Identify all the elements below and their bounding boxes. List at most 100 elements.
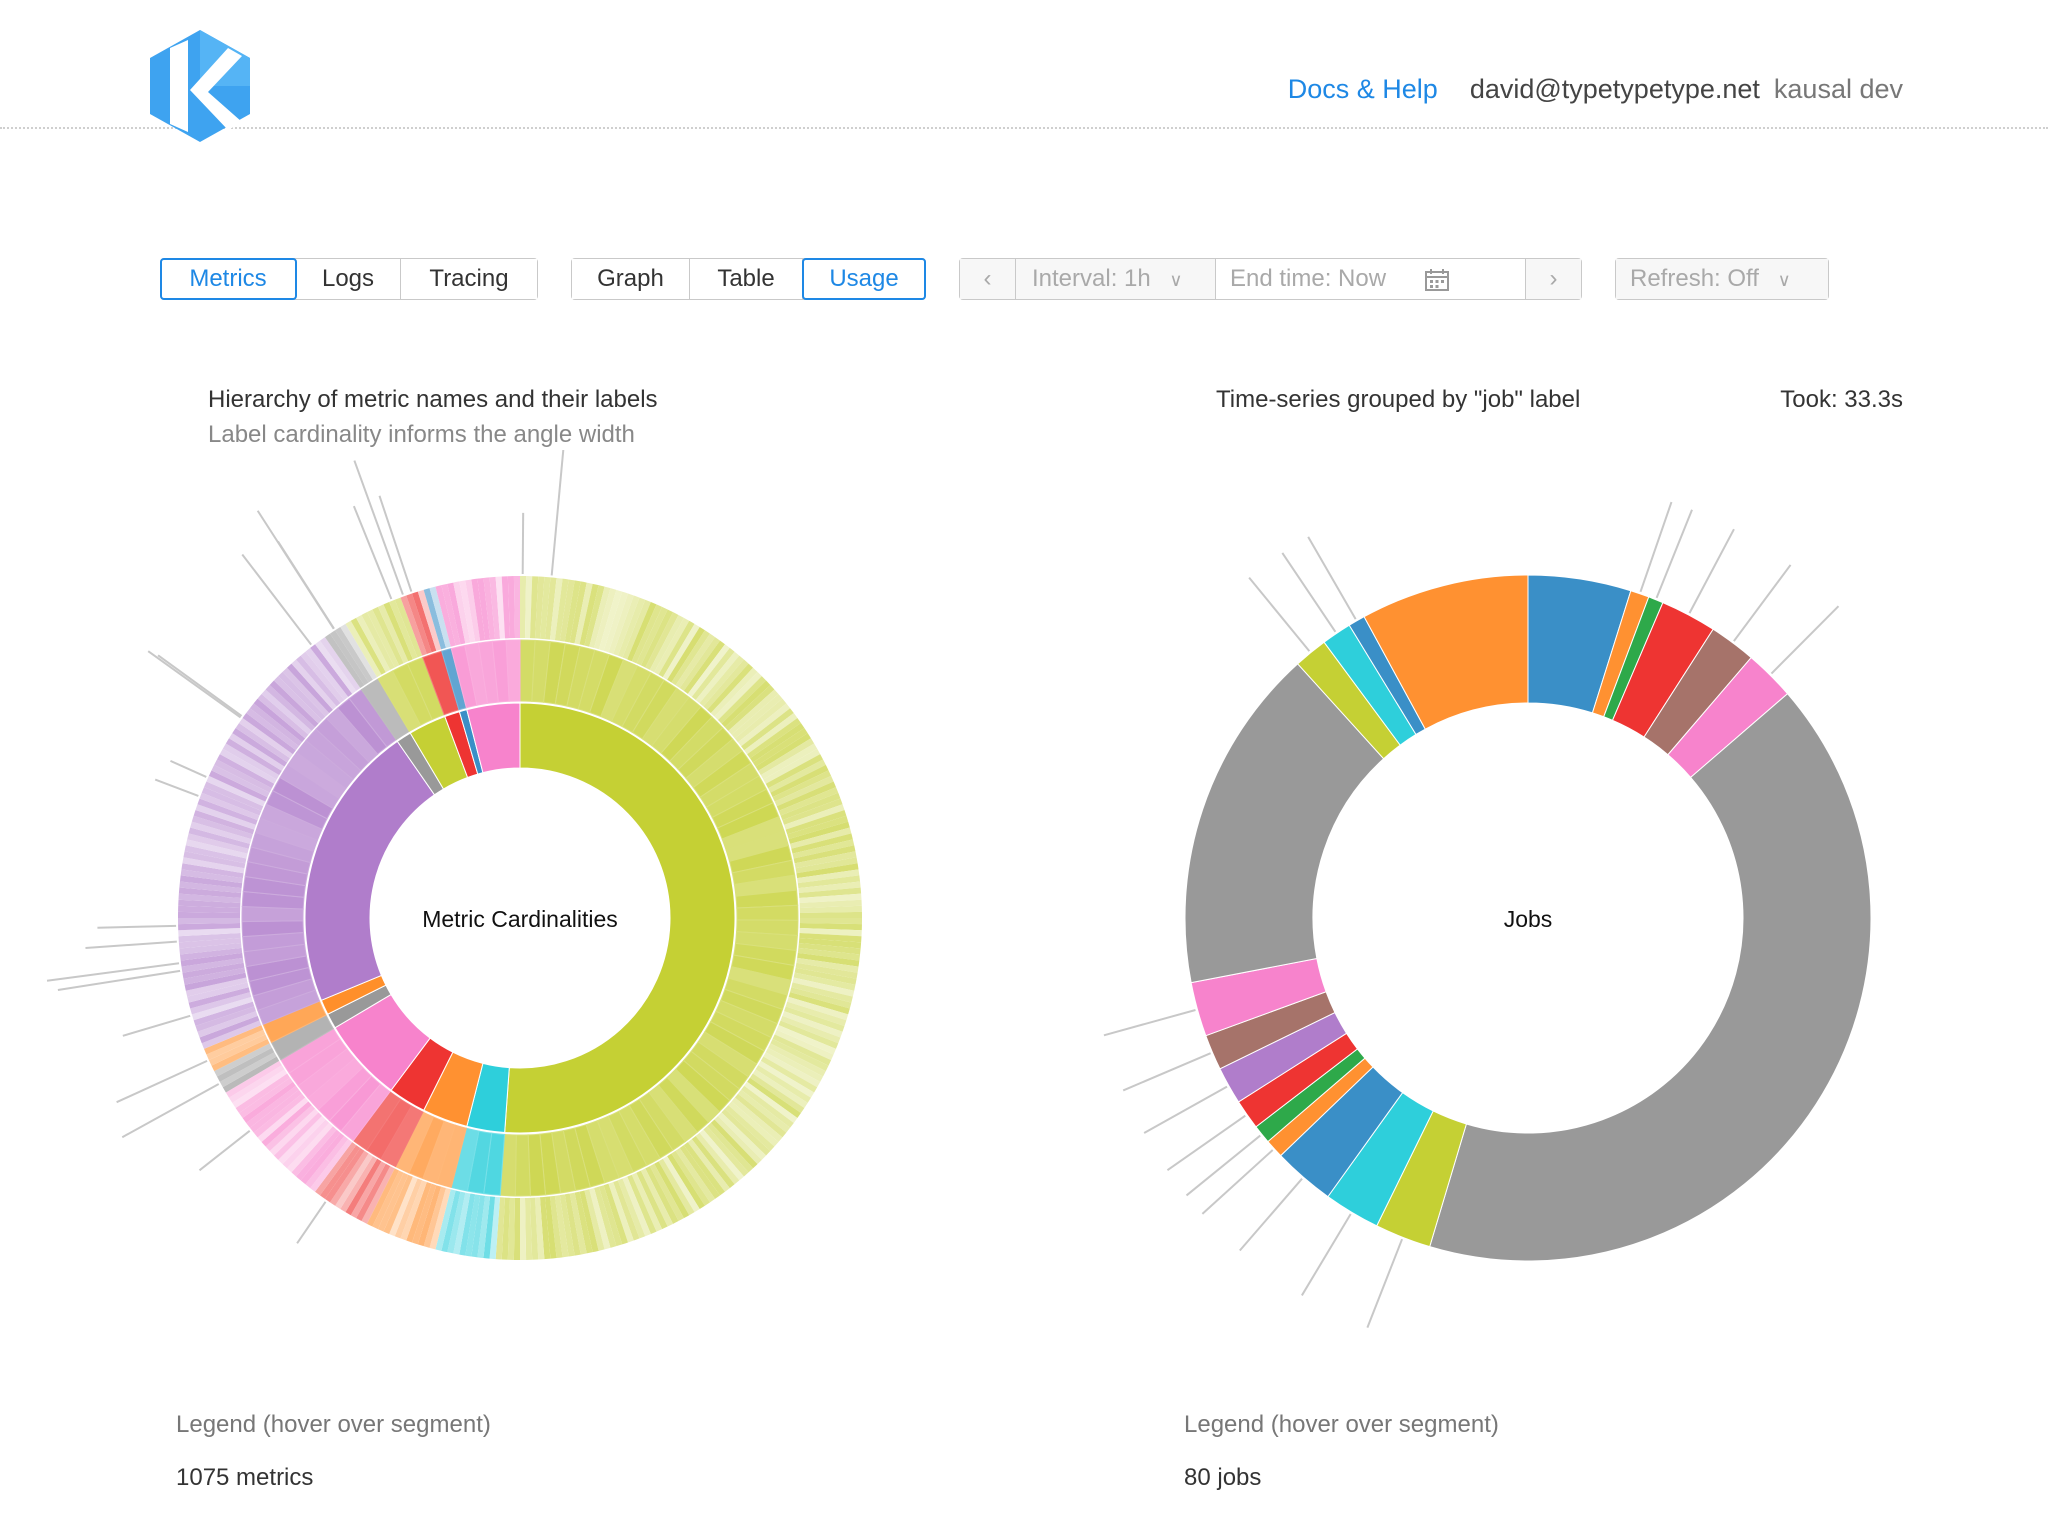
sunburst-segment-level3[interactable] [691, 1136, 735, 1189]
sunburst-segment-level1[interactable] [504, 702, 736, 1134]
sunburst-segment-level3[interactable] [366, 1168, 400, 1227]
sunburst-segment-level3[interactable] [286, 1122, 333, 1173]
sunburst-segment-level3[interactable] [797, 869, 860, 884]
sunburst-segment-level3[interactable] [738, 703, 791, 747]
sunburst-segment-level3[interactable] [216, 754, 275, 789]
sunburst-segment-level3[interactable] [603, 1183, 629, 1245]
sunburst-segment-level3[interactable] [524, 1197, 533, 1260]
sunburst-segment-level3[interactable] [529, 1197, 539, 1260]
sunburst-segment-level3[interactable] [356, 1163, 391, 1222]
sunburst-segment-level3[interactable] [282, 1119, 330, 1169]
sunburst-segment-level3[interactable] [755, 1065, 811, 1103]
sunburst-segment-level3[interactable] [667, 627, 705, 683]
sunburst-segment-level3[interactable] [799, 918, 862, 925]
sunburst-segment-level3[interactable] [765, 1047, 824, 1082]
sunburst-segment-level3[interactable] [569, 1192, 587, 1255]
sunburst-segment-level3[interactable] [242, 1081, 296, 1123]
sunburst-segment-level3[interactable] [208, 770, 268, 802]
sunburst-segment-level3[interactable] [796, 957, 859, 973]
sunburst-segment-level3[interactable] [195, 1006, 256, 1032]
sunburst-segment-level3[interactable] [235, 1073, 291, 1114]
sunburst-segment-level3[interactable] [671, 630, 711, 686]
donut-slice-job[interactable] [1429, 693, 1872, 1262]
sunburst-segment-level3[interactable] [728, 689, 779, 735]
sunburst-segment-level3[interactable] [417, 1185, 442, 1247]
sunburst-segment-level3[interactable] [598, 589, 623, 651]
sunburst-segment-level3[interactable] [477, 577, 491, 641]
sunburst-segment-level3[interactable] [710, 667, 758, 717]
sunburst-segment-level3[interactable] [278, 671, 326, 721]
sunburst-segment-level3[interactable] [178, 899, 241, 909]
prev-interval-button[interactable]: ‹ [960, 259, 1016, 299]
sunburst-segment-level3[interactable] [239, 717, 293, 759]
sunburst-segment-level3[interactable] [453, 1192, 471, 1255]
sunburst-segment-level3[interactable] [654, 617, 690, 675]
sunburst-segment-level3[interactable] [687, 1139, 730, 1192]
sunburst-segment-level3[interactable] [631, 604, 663, 664]
tab-logs[interactable]: Logs [296, 259, 401, 299]
sunburst-segment-level3[interactable] [181, 863, 244, 879]
sunburst-segment-level3[interactable] [691, 647, 735, 700]
sunburst-segment-level3[interactable] [617, 597, 646, 658]
sunburst-segment-level3[interactable] [749, 1073, 805, 1114]
sunburst-segment-level3[interactable] [797, 952, 860, 967]
sunburst-segment-level3[interactable] [649, 614, 684, 673]
sunburst-segment-level3[interactable] [315, 1142, 357, 1196]
sunburst-segment-level3[interactable] [569, 581, 587, 644]
sunburst-segment-level3[interactable] [714, 1115, 762, 1165]
sunburst-segment-level3[interactable] [795, 962, 858, 979]
sunburst-segment-level3[interactable] [791, 833, 853, 854]
sunburst-segment-level3[interactable] [772, 770, 832, 802]
sunburst-segment-level3[interactable] [627, 1174, 657, 1234]
sunburst-segment-level3[interactable] [799, 899, 862, 909]
sunburst-segment-level3[interactable] [310, 644, 353, 697]
sunburst-segment-level3[interactable] [329, 1150, 369, 1206]
sunburst-segment-level3[interactable] [667, 1153, 705, 1209]
sunburst-segment-level3[interactable] [699, 655, 744, 707]
sunburst-segment-level3[interactable] [305, 647, 349, 700]
sunburst-segment-level3[interactable] [787, 996, 849, 1021]
sunburst-segment-level3[interactable] [377, 1172, 409, 1232]
sunburst-segment-level3[interactable] [249, 703, 302, 747]
sunburst-segment-level3[interactable] [798, 887, 862, 899]
sunburst-segment-level3[interactable] [520, 1197, 527, 1260]
sunburst-segment-level3[interactable] [787, 815, 849, 840]
sunburst-segment-level3[interactable] [662, 623, 700, 680]
sunburst-segment-level3[interactable] [372, 606, 404, 666]
sunburst-segment-level3[interactable] [411, 591, 437, 653]
sunburst-segment-level3[interactable] [636, 1170, 668, 1230]
sunburst-segment-level3[interactable] [193, 1001, 255, 1027]
sunburst-segment-level3[interactable] [717, 1112, 767, 1160]
sunburst-segment-level3[interactable] [529, 576, 539, 639]
interval-select[interactable]: Interval: 1h ∨ [1016, 259, 1216, 299]
sunburst-segment-level3[interactable] [721, 1108, 771, 1156]
sunburst-segment-level3[interactable] [594, 1186, 617, 1248]
sunburst-segment-level3[interactable] [282, 667, 330, 717]
sunburst-segment-level3[interactable] [559, 1194, 575, 1257]
sunburst-segment-level3[interactable] [377, 604, 409, 664]
sunburst-segment-level3[interactable] [340, 1156, 378, 1213]
sunburst-segment-level3[interactable] [265, 1105, 316, 1152]
sunburst-segment-level3[interactable] [798, 942, 861, 955]
sunburst-segment-level3[interactable] [507, 1197, 516, 1260]
sunburst-segment-level3[interactable] [731, 1097, 783, 1142]
sunburst-segment-level3[interactable] [613, 1180, 640, 1241]
sunburst-segment-level3[interactable] [790, 987, 852, 1009]
sunburst-segment-level3[interactable] [246, 708, 299, 751]
sunburst-segment-level3[interactable] [603, 591, 629, 653]
sunburst-segment-level3[interactable] [785, 1001, 847, 1027]
sunburst-segment-level3[interactable] [201, 787, 262, 816]
sunburst-segment-level3[interactable] [208, 1034, 268, 1066]
sunburst-segment-level3[interactable] [324, 633, 365, 689]
sunburst-segment-level3[interactable] [195, 804, 256, 830]
sunburst-segment-level3[interactable] [798, 937, 862, 949]
sunburst-segment-level3[interactable] [253, 698, 306, 743]
sunburst-segment-level3[interactable] [246, 1085, 299, 1128]
sunburst-segment-level3[interactable] [180, 952, 243, 967]
sunburst-segment-level3[interactable] [501, 576, 511, 639]
sunburst-segment-level3[interactable] [539, 576, 551, 640]
sunburst-segment-level3[interactable] [636, 606, 668, 666]
sunburst-segment-level3[interactable] [178, 932, 241, 943]
sunburst-segment-level3[interactable] [184, 845, 247, 864]
sunburst-segment-level3[interactable] [741, 708, 794, 751]
